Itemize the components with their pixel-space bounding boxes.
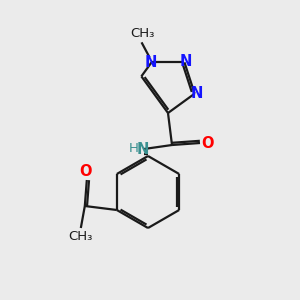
Text: N: N xyxy=(137,142,149,157)
Text: CH₃: CH₃ xyxy=(130,27,155,40)
Text: CH₃: CH₃ xyxy=(69,230,93,244)
Text: O: O xyxy=(80,164,92,179)
Text: N: N xyxy=(179,54,192,69)
Text: H: H xyxy=(129,142,139,154)
Text: O: O xyxy=(202,136,214,151)
Text: N: N xyxy=(190,86,203,101)
Text: N: N xyxy=(144,55,157,70)
